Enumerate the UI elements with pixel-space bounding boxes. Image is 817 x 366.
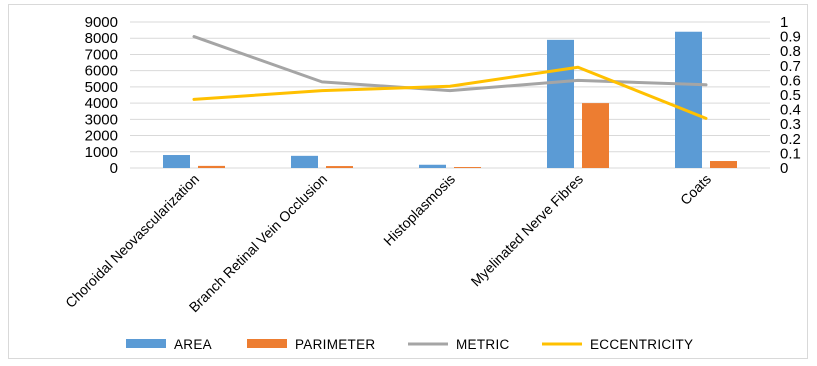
right-tick-label: 0.6 [780, 72, 801, 89]
right-tick-label: 0.4 [780, 102, 801, 119]
bar-parimeter-1 [326, 166, 353, 168]
legend-label-parimeter: PARIMETER [295, 337, 375, 352]
legend-swatch-area [126, 339, 166, 348]
category-label: Histoplasmosis [380, 171, 458, 249]
gridlines [130, 21, 770, 169]
left-tick-label: 5000 [85, 79, 118, 96]
left-tick-label: 7000 [85, 46, 118, 63]
left-tick-label: 0 [110, 160, 118, 177]
right-tick-label: 0.2 [780, 131, 801, 148]
legend-swatch-parimeter [247, 339, 287, 348]
bar-area-0 [163, 155, 190, 168]
legend-label-area: AREA [174, 337, 212, 352]
legend-label-eccentricity: ECCENTRICITY [590, 337, 693, 352]
bar-area-2 [419, 164, 446, 168]
chart-frame [8, 4, 808, 359]
legend-label-metric: METRIC [456, 337, 510, 352]
bar-series [163, 31, 737, 168]
line-metric [192, 35, 708, 93]
right-tick-label: 0 [780, 160, 788, 177]
left-tick-label: 8000 [85, 30, 118, 47]
bar-parimeter-3 [582, 103, 609, 168]
category-label: Myelinated Nerve Fibres [468, 171, 587, 290]
line-eccentricity [192, 65, 708, 120]
category-label: Coats [677, 171, 714, 208]
left-tick-label: 3000 [85, 111, 118, 128]
category-label: Choroidal Neovascularization [62, 171, 202, 311]
right-tick-label: 0.5 [780, 87, 801, 104]
bar-parimeter-2 [454, 167, 481, 168]
legend: AREA PARIMETER METRIC ECCENTRICITY [126, 337, 693, 352]
right-tick-label: 0.7 [780, 58, 801, 75]
line-series [192, 35, 708, 120]
right-tick-label: 0.8 [780, 43, 801, 60]
bar-area-1 [291, 155, 318, 168]
right-tick-label: 0.9 [780, 29, 801, 46]
right-tick-label: 0.3 [780, 116, 801, 133]
bar-area-3 [547, 39, 574, 168]
left-tick-label: 9000 [85, 14, 118, 31]
bar-parimeter-0 [198, 165, 225, 168]
bar-area-4 [675, 31, 702, 168]
left-tick-label: 2000 [85, 128, 118, 145]
left-tick-label: 6000 [85, 63, 118, 80]
right-axis: 10.90.80.70.60.50.40.30.20.10 [780, 14, 801, 177]
left-tick-label: 4000 [85, 95, 118, 112]
right-tick-label: 0.1 [780, 145, 801, 162]
left-tick-label: 1000 [85, 144, 118, 161]
bar-parimeter-4 [710, 161, 737, 168]
right-tick-label: 1 [780, 14, 788, 31]
category-label: Branch Retinal Vein Occlusion [186, 171, 330, 315]
